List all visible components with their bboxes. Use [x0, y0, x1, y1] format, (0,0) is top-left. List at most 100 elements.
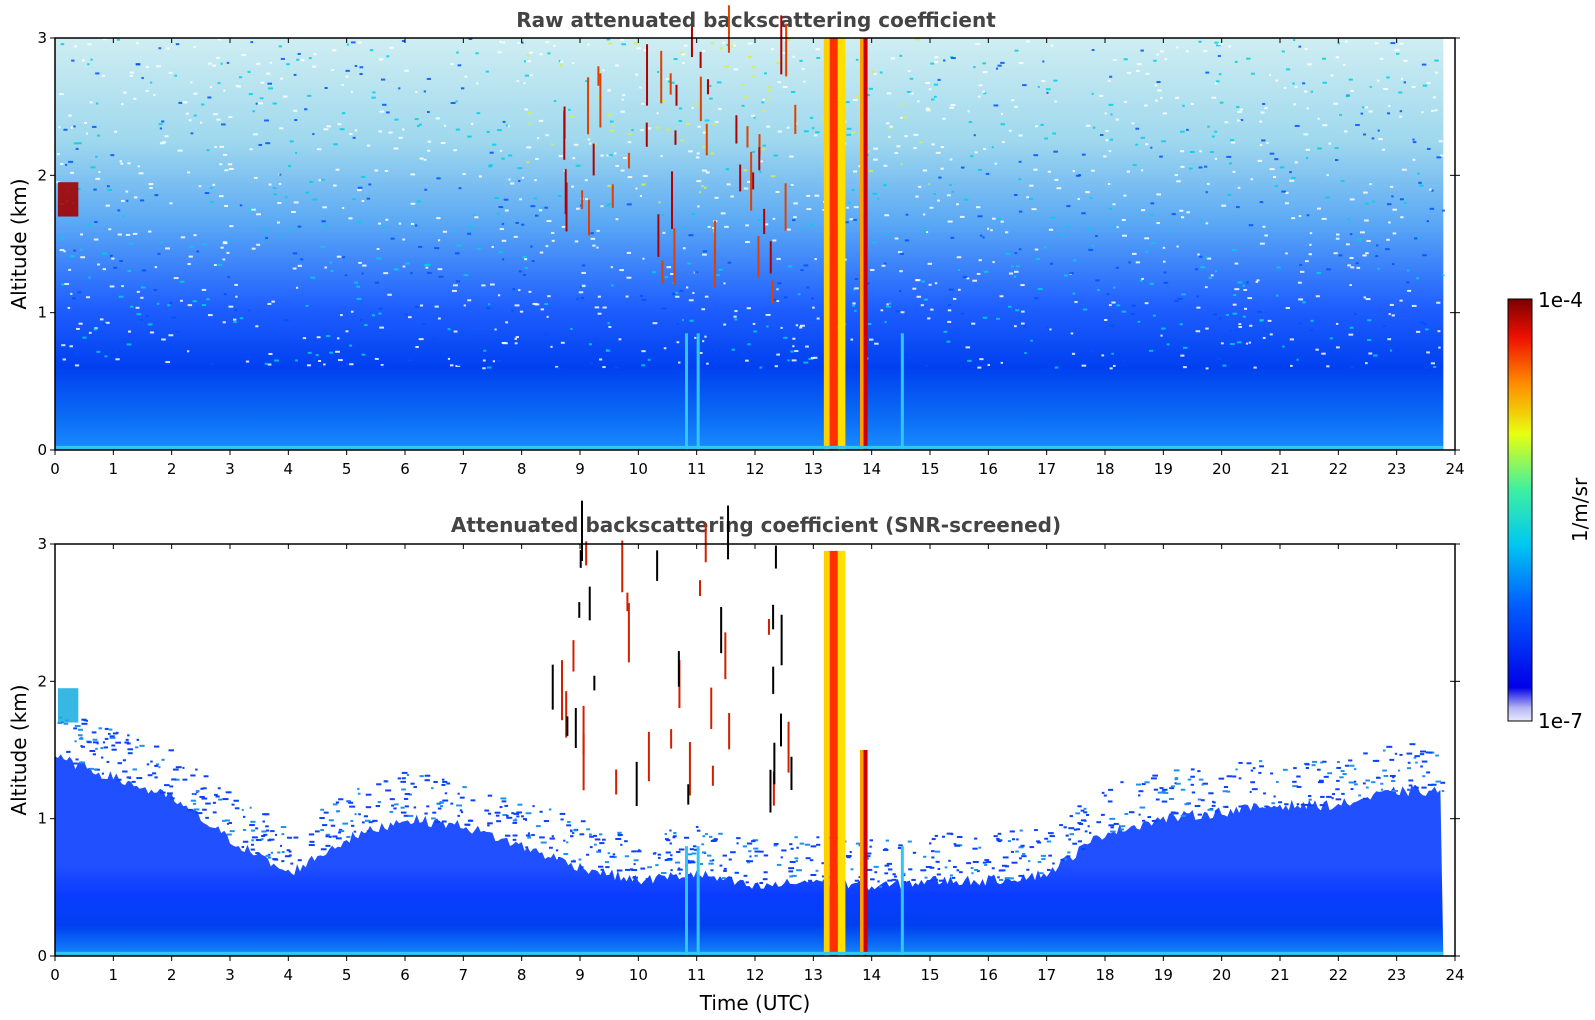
screened-edge-pixel	[512, 821, 518, 824]
screened-edge-pixel	[1049, 835, 1055, 838]
screened-edge-pixel	[218, 798, 223, 801]
cloud-streak	[671, 171, 674, 230]
raw-noise-pixel	[710, 152, 715, 155]
screened-edge-pixel	[891, 878, 897, 881]
cloud-streak	[657, 214, 660, 257]
screened-edge-pixel	[201, 797, 208, 800]
raw-noise-pixel	[324, 224, 327, 227]
raw-noise-pixel	[1307, 63, 1312, 66]
raw-noise-pixel	[1175, 96, 1180, 99]
screened-edge-pixel	[261, 834, 266, 837]
raw-noise-pixel	[1317, 117, 1320, 120]
raw-noise-pixel	[685, 122, 691, 125]
cloud-streak	[752, 172, 755, 190]
raw-noise-pixel	[575, 164, 581, 167]
raw-noise-pixel	[120, 103, 124, 106]
raw-noise-pixel	[133, 196, 138, 199]
screened-edge-pixel	[1084, 830, 1088, 833]
raw-noise-pixel	[156, 302, 160, 305]
screened-edge-pixel	[250, 848, 255, 851]
raw-noise-pixel	[1315, 295, 1320, 298]
screened-edge-pixel	[1153, 788, 1159, 791]
raw-noise-pixel	[414, 305, 419, 308]
screened-edge-pixel	[346, 835, 351, 838]
screened-edge-pixel	[1007, 840, 1012, 843]
raw-noise-pixel	[267, 363, 272, 366]
raw-noise-pixel	[260, 81, 265, 84]
screened-edge-pixel	[920, 869, 927, 872]
raw-noise-pixel	[607, 322, 610, 325]
raw-noise-pixel	[1368, 352, 1373, 355]
raw-noise-pixel	[620, 38, 624, 41]
cloud-streak	[724, 632, 727, 680]
raw-noise-pixel	[108, 228, 112, 231]
screened-edge-pixel	[413, 806, 417, 809]
raw-noise-pixel	[1074, 301, 1078, 304]
raw-noise-pixel	[1298, 215, 1302, 218]
raw-noise-pixel	[1198, 40, 1202, 43]
screened-edge-pixel	[657, 853, 662, 856]
raw-noise-pixel	[98, 170, 101, 173]
screened-edge-pixel	[563, 853, 569, 856]
raw-noise-pixel	[531, 260, 535, 263]
screened-edge-pixel	[281, 850, 285, 853]
raw-noise-pixel	[228, 167, 234, 170]
raw-noise-pixel	[545, 41, 550, 44]
raw-noise-pixel	[794, 350, 799, 353]
screened-edge-pixel	[136, 777, 143, 780]
screened-edge-pixel	[288, 850, 292, 853]
screened-edge-pixel	[892, 873, 896, 876]
raw-noise-pixel	[1432, 96, 1437, 99]
screened-edge-pixel	[749, 855, 752, 858]
raw-noise-pixel	[686, 286, 689, 289]
x-tick-label: 18	[1095, 966, 1114, 984]
raw-noise-pixel	[464, 75, 468, 78]
raw-noise-pixel	[222, 241, 227, 244]
screened-edge-pixel	[1170, 785, 1175, 788]
screened-edge-pixel	[66, 750, 71, 753]
raw-noise-pixel	[1109, 324, 1115, 327]
raw-noise-pixel	[1013, 193, 1018, 196]
raw-noise-pixel	[496, 212, 500, 215]
screened-edge-pixel	[117, 762, 122, 765]
raw-noise-pixel	[219, 145, 225, 148]
raw-noise-pixel	[376, 248, 380, 251]
raw-noise-pixel	[521, 41, 524, 44]
raw-noise-pixel	[1317, 207, 1321, 210]
raw-noise-pixel	[724, 225, 729, 228]
x-tick-label: 15	[920, 460, 939, 478]
cloud-streak	[574, 707, 577, 748]
raw-noise-pixel	[259, 97, 264, 100]
raw-noise-pixel	[501, 239, 507, 242]
raw-noise-pixel	[506, 125, 510, 128]
y-tick-label: 0	[37, 441, 47, 459]
screened-edge-pixel	[677, 867, 681, 870]
screened-edge-pixel	[1406, 767, 1412, 770]
raw-noise-pixel	[590, 237, 596, 240]
raw-noise-pixel	[127, 162, 131, 165]
raw-noise-pixel	[228, 305, 234, 308]
screened-edge-pixel	[614, 856, 617, 859]
raw-noise-pixel	[752, 150, 756, 153]
raw-noise-pixel	[517, 167, 523, 170]
raw-noise-pixel	[1066, 205, 1071, 208]
raw-noise-pixel	[133, 97, 137, 100]
raw-noise-pixel	[1376, 244, 1379, 247]
raw-noise-pixel	[665, 78, 669, 81]
cloud-streak	[621, 540, 624, 593]
screened-edge-pixel	[190, 799, 197, 802]
raw-noise-pixel	[1075, 174, 1081, 177]
raw-noise-pixel	[535, 158, 539, 161]
raw-noise-pixel	[1166, 343, 1170, 346]
raw-noise-pixel	[1308, 253, 1312, 256]
raw-noise-pixel	[726, 183, 731, 186]
screened-edge-pixel	[780, 856, 783, 859]
raw-noise-pixel	[1250, 72, 1255, 75]
screened-edge-pixel	[320, 848, 327, 851]
raw-noise-pixel	[1321, 217, 1327, 220]
screened-edge-pixel	[549, 837, 555, 840]
cloud-streak	[774, 545, 777, 569]
raw-noise-pixel	[1259, 319, 1263, 322]
raw-noise-pixel	[1205, 256, 1209, 259]
raw-noise-pixel	[256, 213, 261, 216]
